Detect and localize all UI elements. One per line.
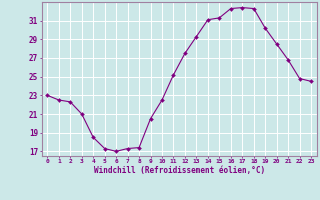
X-axis label: Windchill (Refroidissement éolien,°C): Windchill (Refroidissement éolien,°C) [94, 166, 265, 175]
